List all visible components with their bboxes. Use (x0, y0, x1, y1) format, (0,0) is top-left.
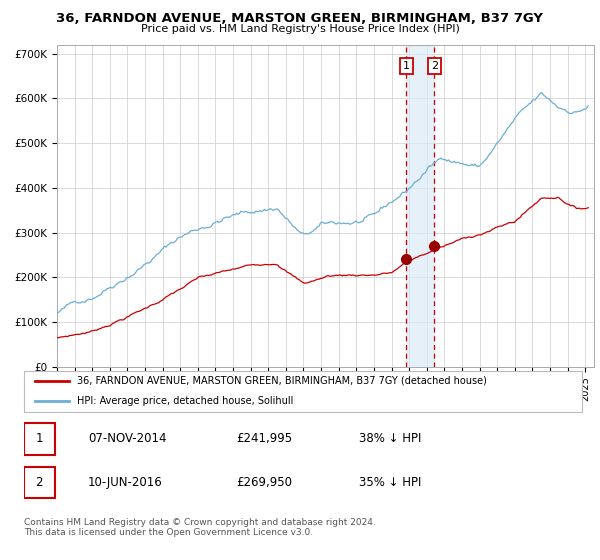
Text: 36, FARNDON AVENUE, MARSTON GREEN, BIRMINGHAM, B37 7GY (detached house): 36, FARNDON AVENUE, MARSTON GREEN, BIRMI… (77, 376, 487, 385)
Text: 38% ↓ HPI: 38% ↓ HPI (359, 432, 421, 445)
Bar (406, 45, 434, 367)
Text: 10-JUN-2016: 10-JUN-2016 (88, 476, 163, 489)
FancyBboxPatch shape (24, 423, 55, 455)
Text: £269,950: £269,950 (236, 476, 292, 489)
Text: 35% ↓ HPI: 35% ↓ HPI (359, 476, 421, 489)
Text: 36, FARNDON AVENUE, MARSTON GREEN, BIRMINGHAM, B37 7GY: 36, FARNDON AVENUE, MARSTON GREEN, BIRMI… (56, 12, 544, 25)
Text: 07-NOV-2014: 07-NOV-2014 (88, 432, 167, 445)
Text: Price paid vs. HM Land Registry's House Price Index (HPI): Price paid vs. HM Land Registry's House … (140, 24, 460, 34)
Text: £241,995: £241,995 (236, 432, 292, 445)
Text: 2: 2 (431, 60, 438, 71)
Text: 1: 1 (35, 432, 43, 445)
FancyBboxPatch shape (24, 371, 582, 412)
Text: 2: 2 (35, 476, 43, 489)
Text: 1: 1 (403, 60, 410, 71)
FancyBboxPatch shape (24, 466, 55, 498)
Text: HPI: Average price, detached house, Solihull: HPI: Average price, detached house, Soli… (77, 396, 293, 406)
Text: Contains HM Land Registry data © Crown copyright and database right 2024.
This d: Contains HM Land Registry data © Crown c… (24, 518, 376, 538)
